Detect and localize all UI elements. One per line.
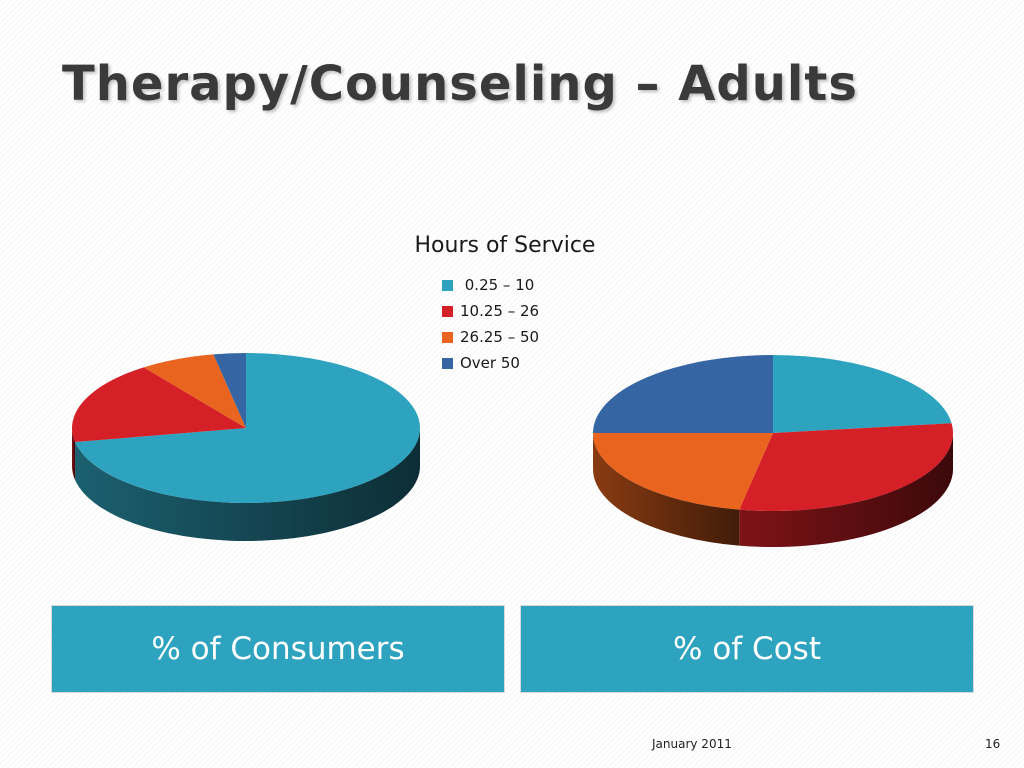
legend: 0.25 – 10 10.25 – 26 26.25 – 50 Over 50 [442,272,539,376]
legend-swatch [442,331,453,343]
footer-date: January 2011 [652,737,732,751]
cost-pie-slice-2 [593,433,773,510]
consumers-pie-slice-1 [71,367,246,443]
cost-pie-slice-0 [773,355,952,433]
legend-title: Hours of Service [414,233,596,258]
cost-pie-side-shade-1 [739,433,953,548]
legend-swatch [442,357,453,369]
legend-item: Over 50 [442,350,539,376]
legend-item: 10.25 – 26 [442,298,539,324]
cost-caption: % of Cost [673,631,821,667]
consumers-caption: % of Consumers [151,631,405,667]
page-number: 16 [985,737,1001,751]
cost-pie-chart [593,355,954,548]
consumers-caption-box: % of Consumers [51,605,505,693]
consumers-pie-slice-3 [213,353,246,428]
legend-item: 26.25 – 50 [442,324,539,350]
cost-pie-slice-1 [739,423,954,511]
legend-label: Over 50 [460,354,520,372]
consumers-pie-side-shade-0 [75,428,420,541]
legend-label: 10.25 – 26 [460,302,540,320]
consumers-pie-slice-2 [143,354,246,428]
cost-pie-slice-3 [593,355,773,433]
consumers-pie-side-shade-1 [72,428,76,481]
legend-label: 0.25 – 10 [460,276,535,294]
consumers-pie-chart [71,353,420,541]
legend-label: 26.25 – 50 [460,328,540,346]
cost-caption-box: % of Cost [520,605,974,693]
legend-swatch [442,305,453,317]
legend-swatch [442,279,453,291]
cost-pie-side-shade-2 [593,433,740,546]
legend-item: 0.25 – 10 [442,272,539,298]
consumers-pie-slice-0 [75,353,420,504]
page-title: Therapy/Counseling – Adults [62,56,858,112]
